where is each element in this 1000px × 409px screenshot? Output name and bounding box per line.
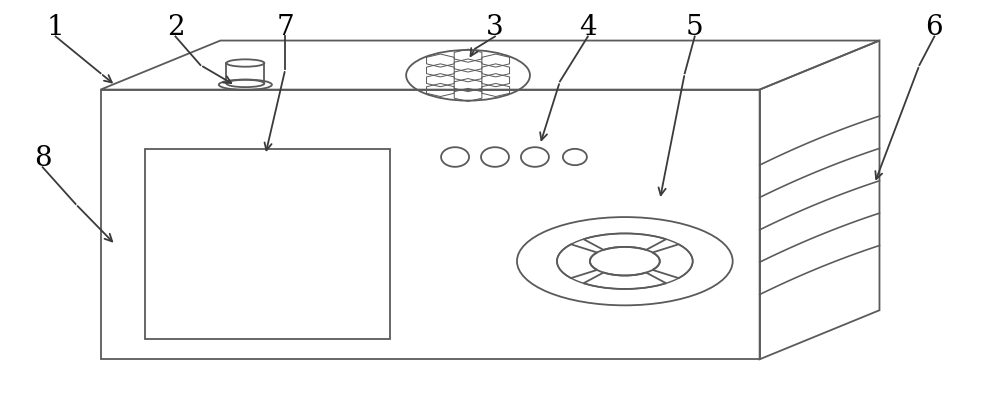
Bar [145,149,390,339]
Text: 1: 1 [47,14,64,40]
Text: 4: 4 [579,14,597,40]
Text: 5: 5 [686,14,704,40]
Text: 6: 6 [926,14,943,40]
Text: 7: 7 [276,14,294,40]
Text: 8: 8 [34,144,51,171]
Text: 2: 2 [167,14,184,40]
Text: 3: 3 [486,14,504,40]
